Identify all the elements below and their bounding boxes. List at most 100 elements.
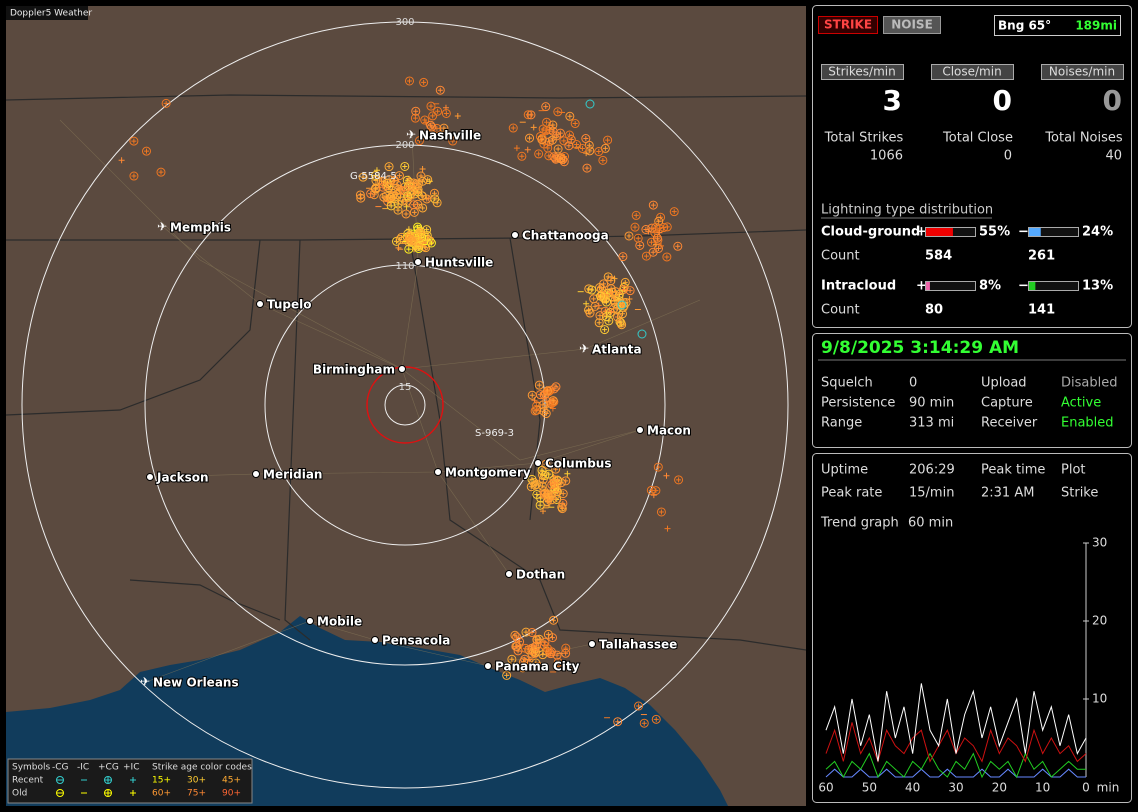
strike xyxy=(664,525,671,532)
legend-age: 30+ xyxy=(187,776,206,786)
legend-age: 90+ xyxy=(222,789,241,799)
strike xyxy=(538,400,548,410)
strike xyxy=(673,241,683,251)
legend-age: 60+ xyxy=(152,789,171,799)
city-label: Jackson xyxy=(156,471,209,485)
strike xyxy=(386,164,392,170)
field: Upload xyxy=(981,376,1027,391)
strike xyxy=(545,631,551,637)
strike-button-label: STRIKE xyxy=(824,18,872,32)
strike-button[interactable] xyxy=(818,16,878,34)
strike xyxy=(534,149,544,159)
trend-line xyxy=(825,683,1087,762)
strike xyxy=(406,78,412,84)
strike xyxy=(540,402,546,408)
strike xyxy=(561,138,567,144)
strike xyxy=(676,477,682,483)
strike xyxy=(520,654,530,664)
strike xyxy=(586,307,592,313)
strike xyxy=(411,209,417,215)
strike xyxy=(598,286,604,292)
percent: 13% xyxy=(1082,279,1113,294)
strike xyxy=(555,146,561,152)
legend-age: 45+ xyxy=(222,776,241,786)
strike xyxy=(536,382,542,388)
strike xyxy=(594,318,604,328)
rate-button[interactable] xyxy=(1041,64,1124,80)
strike xyxy=(551,464,561,474)
count-label: Count xyxy=(821,249,860,264)
strike xyxy=(537,481,547,491)
strike xyxy=(530,406,540,416)
strike xyxy=(131,138,137,144)
y-tick-label: 30 xyxy=(1092,536,1107,550)
strike xyxy=(615,317,625,327)
strike xyxy=(420,115,430,125)
stats-panel xyxy=(812,453,1132,803)
strike xyxy=(403,203,410,210)
strike xyxy=(410,113,420,123)
strike xyxy=(431,190,437,196)
strike xyxy=(535,500,545,510)
strike xyxy=(372,173,378,179)
strike xyxy=(419,77,429,87)
city-label: Dothan xyxy=(516,568,565,582)
field: Active xyxy=(1061,396,1101,411)
strike xyxy=(541,102,551,112)
strike xyxy=(510,125,516,131)
strike xyxy=(610,294,617,301)
strike xyxy=(437,87,443,93)
trend-graph: min 10 20 30 60 50 40 30 20 10 0 xyxy=(818,536,1119,795)
city-label: Meridian xyxy=(263,468,322,482)
strike xyxy=(639,718,649,728)
strike xyxy=(118,157,125,164)
strike xyxy=(407,183,413,189)
count: 584 xyxy=(925,249,952,264)
strike xyxy=(543,644,553,654)
strike xyxy=(617,300,627,310)
strike xyxy=(413,187,419,193)
datetime: 9/8/2025 3:14:29 AM xyxy=(821,338,1019,358)
trend-line xyxy=(825,752,1086,779)
strike xyxy=(553,107,563,117)
strike xyxy=(448,136,458,146)
rate-button[interactable] xyxy=(931,64,1014,80)
strike xyxy=(671,209,677,215)
city-label: Mobile xyxy=(317,615,362,629)
strike xyxy=(386,177,392,183)
airport-icon: ✈ xyxy=(579,342,589,356)
strike xyxy=(540,126,546,132)
strike xyxy=(419,193,425,199)
strike xyxy=(572,121,578,127)
x-tick-label: 30 xyxy=(948,781,963,795)
strike xyxy=(539,467,545,473)
strike xyxy=(405,181,415,191)
strike xyxy=(570,119,580,129)
track-label: G-5584-5 xyxy=(350,171,397,182)
field: Strike xyxy=(1061,486,1098,501)
strike xyxy=(539,406,549,416)
strike xyxy=(544,119,550,125)
strike xyxy=(406,246,412,252)
strike xyxy=(528,112,534,118)
field: Persistence xyxy=(821,396,895,411)
legend-label: Strike age color codes xyxy=(152,763,252,773)
rate-label: Noises/min xyxy=(1049,65,1115,79)
strike xyxy=(551,153,561,163)
strike xyxy=(543,411,549,417)
rate-button[interactable] xyxy=(821,64,904,80)
strike xyxy=(656,218,662,224)
strike xyxy=(591,296,597,302)
strike xyxy=(653,488,659,494)
strike xyxy=(156,167,166,177)
strike xyxy=(611,275,618,282)
total-value: 0 xyxy=(1004,149,1012,164)
strike xyxy=(403,211,409,217)
strike xyxy=(543,461,549,467)
rate-value: 3 xyxy=(883,84,902,117)
strike xyxy=(529,629,535,635)
strike xyxy=(417,229,423,235)
noise-button[interactable] xyxy=(883,16,941,34)
field: Peak time xyxy=(981,463,1045,478)
strike xyxy=(422,117,428,123)
